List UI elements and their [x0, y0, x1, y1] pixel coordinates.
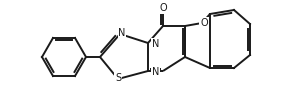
Text: N: N	[118, 28, 126, 38]
Text: O: O	[159, 3, 167, 13]
Text: N: N	[152, 39, 159, 49]
Text: N: N	[152, 67, 159, 77]
Text: S: S	[115, 73, 121, 83]
Text: O: O	[200, 18, 208, 28]
